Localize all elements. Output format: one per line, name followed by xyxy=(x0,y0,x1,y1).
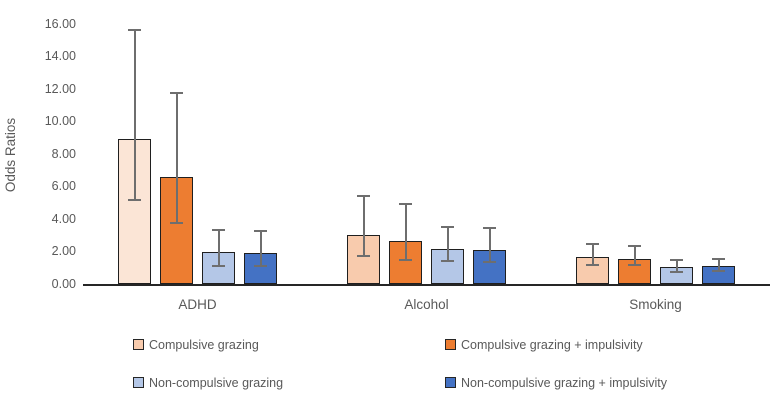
y-tick-label: 0.00 xyxy=(51,276,76,291)
category-label: Alcohol xyxy=(404,297,449,312)
error-bar-line xyxy=(133,28,136,202)
error-bar-cap-bottom xyxy=(712,269,725,272)
error-bar-cap-bottom xyxy=(586,264,599,267)
error-bar-cap-top xyxy=(399,202,412,205)
error-bar-cap-top xyxy=(483,227,496,230)
error-bar-cap-bottom xyxy=(399,259,412,262)
error-bar-line xyxy=(217,228,220,267)
legend-swatch xyxy=(445,339,456,350)
legend-item: Compulsive grazing xyxy=(133,337,259,352)
error-bar-cap-top xyxy=(254,229,267,232)
y-tick-label: 16.00 xyxy=(44,16,76,31)
y-tick-label: 2.00 xyxy=(51,244,76,258)
x-axis-line xyxy=(83,284,770,286)
error-bar-line xyxy=(175,92,178,224)
legend-label: Non-compulsive grazing + impulsivity xyxy=(461,375,667,390)
error-bar-cap-bottom xyxy=(128,199,141,202)
error-bar-cap-top xyxy=(441,226,454,229)
error-bar-line xyxy=(404,202,407,262)
error-bar-line xyxy=(362,194,365,258)
legend-item: Non-compulsive grazing + impulsivity xyxy=(445,375,667,390)
error-bar-line xyxy=(591,243,594,267)
y-tick-label: 12.00 xyxy=(44,81,76,96)
error-bar-line xyxy=(446,226,449,263)
category-label: Smoking xyxy=(629,297,682,312)
y-tick-label: 8.00 xyxy=(51,146,76,161)
bar xyxy=(347,235,380,284)
error-bar-cap-top xyxy=(628,245,641,247)
error-bar-cap-bottom xyxy=(441,260,454,263)
legend-label: Compulsive grazing xyxy=(149,337,259,352)
error-bar-line xyxy=(633,245,636,267)
error-bar-cap-top xyxy=(670,258,683,261)
legend-item: Compulsive grazing + impulsivity xyxy=(445,337,643,352)
error-bar-cap-bottom xyxy=(170,221,183,224)
legend-label: Non-compulsive grazing xyxy=(149,375,284,390)
error-bar-cap-bottom xyxy=(670,270,683,273)
error-bar-cap-top xyxy=(128,28,141,31)
error-bar-cap-bottom xyxy=(628,264,641,267)
error-bar-cap-bottom xyxy=(254,264,267,267)
legend-swatch xyxy=(133,377,144,388)
y-tick-label: 4.00 xyxy=(51,211,76,226)
error-bar-cap-bottom xyxy=(483,260,496,263)
y-tick-label: 10.00 xyxy=(44,114,76,128)
error-bar-cap-top xyxy=(212,228,225,231)
error-bar-line xyxy=(259,229,262,267)
y-tick-label: 6.00 xyxy=(51,179,76,193)
legend-label: Compulsive grazing + impulsivity xyxy=(461,337,643,352)
error-bar-cap-top xyxy=(712,258,725,260)
error-bar-cap-top xyxy=(586,243,599,246)
error-bar-line xyxy=(488,227,491,263)
category-label: ADHD xyxy=(178,297,217,312)
legend-swatch xyxy=(445,377,456,388)
error-bar-cap-top xyxy=(357,194,370,197)
error-bar-cap-top xyxy=(170,92,183,95)
error-bar-line xyxy=(675,258,678,273)
legend-swatch xyxy=(133,339,144,350)
legend-item: Non-compulsive grazing xyxy=(133,375,283,390)
error-bar-cap-bottom xyxy=(212,264,225,267)
error-bar-cap-bottom xyxy=(357,255,370,258)
error-bar-line xyxy=(717,258,720,272)
y-tick-label: 14.00 xyxy=(44,49,76,63)
